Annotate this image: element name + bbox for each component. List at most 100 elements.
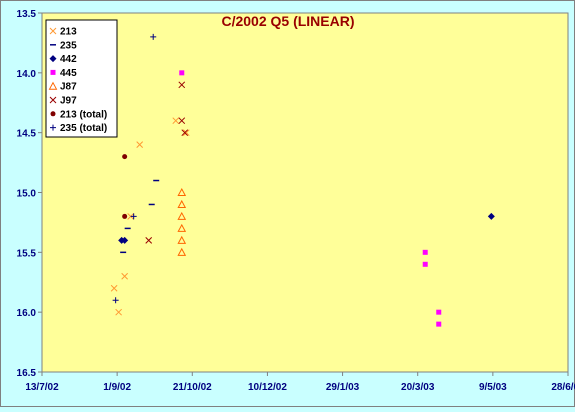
series-6 <box>122 154 128 219</box>
chart-title: C/2002 Q5 (LINEAR) <box>221 13 354 29</box>
data-point <box>172 117 180 125</box>
marker-x-shape <box>178 81 186 89</box>
marker-triangle-shape <box>177 223 187 232</box>
axes-layer: 13.5 14.0 14.5 15.0 15.5 16.0 16.5 13/7/02 1/9/0… <box>17 9 575 393</box>
legend-label: 213 (total) <box>60 109 107 120</box>
marker-plus-shape <box>130 213 137 220</box>
legend-label: J97 <box>60 96 77 107</box>
marker-x-shape <box>127 213 135 220</box>
legend-label: 213 <box>60 27 77 38</box>
marker-plus-shape <box>150 33 157 40</box>
x-tick-label: 29/1/03 <box>326 382 360 393</box>
legend-label: 442 <box>60 54 77 65</box>
y-tick-label: 16.5 <box>17 368 37 379</box>
data-point <box>136 141 144 148</box>
data-point <box>177 223 187 232</box>
marker-triangle-shape <box>177 247 187 256</box>
marker-square-shape <box>436 321 442 327</box>
data-point <box>110 284 118 292</box>
marks-layer <box>110 33 495 327</box>
y-tick-label: 13.5 <box>17 9 37 20</box>
y-tick-label: 15.0 <box>17 189 37 200</box>
x-tick-label: 28/6/03 <box>551 382 575 393</box>
marker-x-shape <box>110 284 118 292</box>
marker-triangle-shape <box>48 81 58 90</box>
marker-triangle-shape <box>177 199 187 208</box>
marker-x-shape <box>121 272 129 280</box>
y-tick-label: 16.0 <box>17 308 37 319</box>
legend-marker <box>50 69 56 75</box>
data-point <box>177 235 187 244</box>
marker-x-shape <box>49 96 57 104</box>
legend-label: 235 <box>60 40 77 51</box>
data-point <box>422 249 428 255</box>
data-point <box>436 309 442 315</box>
y-tick-label: 14.5 <box>17 129 37 140</box>
data-point <box>181 129 189 137</box>
marker-circle-shape <box>122 154 128 160</box>
series-5 <box>145 81 189 244</box>
series-2 <box>118 212 495 244</box>
series-3 <box>179 70 442 327</box>
marker-diamond-shape <box>487 212 495 220</box>
marker-square-shape <box>422 261 428 267</box>
x-tick-label: 10/12/02 <box>248 382 287 393</box>
legend-marker <box>50 124 56 131</box>
marker-plus-shape <box>50 124 56 131</box>
x-tick-label: 1/9/02 <box>103 382 131 393</box>
legend-marker <box>49 27 57 35</box>
x-tick-label: 9/5/03 <box>479 382 507 393</box>
marker-x-shape <box>49 27 57 35</box>
marker-circle-shape <box>50 111 56 117</box>
data-point <box>177 187 187 196</box>
data-point <box>422 261 428 267</box>
series-7 <box>112 33 157 304</box>
marker-triangle-shape <box>177 187 187 196</box>
data-point <box>177 247 187 256</box>
marker-x-shape <box>181 129 189 137</box>
data-point <box>130 213 137 220</box>
data-point <box>177 199 187 208</box>
data-point <box>121 272 129 280</box>
marker-square-shape <box>179 70 185 76</box>
legend-marker <box>50 111 56 117</box>
x-tick-label: 21/10/02 <box>173 382 212 393</box>
marker-plus-shape <box>112 297 119 304</box>
marker-x-shape <box>182 129 190 137</box>
legend-box <box>45 19 118 138</box>
series-0 <box>110 117 190 316</box>
marker-x-shape <box>136 141 144 148</box>
legend: 213 235 442 445 J87 J97 213 (total) 235 (total) <box>45 19 118 138</box>
marker-circle-shape <box>122 213 128 219</box>
data-point <box>178 81 186 89</box>
data-point <box>127 213 135 220</box>
legend-label: 445 <box>60 68 77 79</box>
data-point <box>487 212 495 220</box>
data-point <box>179 70 185 76</box>
data-point <box>150 33 157 40</box>
plot-area <box>41 12 569 373</box>
marker-diamond-shape <box>121 236 129 244</box>
marker-diamond-shape <box>49 55 57 63</box>
marker-x-shape <box>178 117 186 125</box>
data-point <box>121 236 129 244</box>
series-1 <box>120 179 160 254</box>
data-point <box>112 297 119 304</box>
legend-marker <box>48 81 58 90</box>
data-point <box>122 154 128 160</box>
marker-triangle-shape <box>177 211 187 220</box>
marker-square-shape <box>422 249 428 255</box>
data-point <box>182 129 190 137</box>
marker-x-shape <box>145 237 153 244</box>
data-point <box>115 308 122 316</box>
data-point <box>178 117 186 125</box>
legend-label: 235 (total) <box>60 123 107 134</box>
y-tick-label: 15.5 <box>17 248 37 259</box>
data-point <box>122 213 128 219</box>
legend-marker <box>49 55 57 63</box>
marker-triangle-shape <box>177 235 187 244</box>
x-tick-label: 13/7/02 <box>25 382 59 393</box>
legend-marker <box>49 96 57 104</box>
